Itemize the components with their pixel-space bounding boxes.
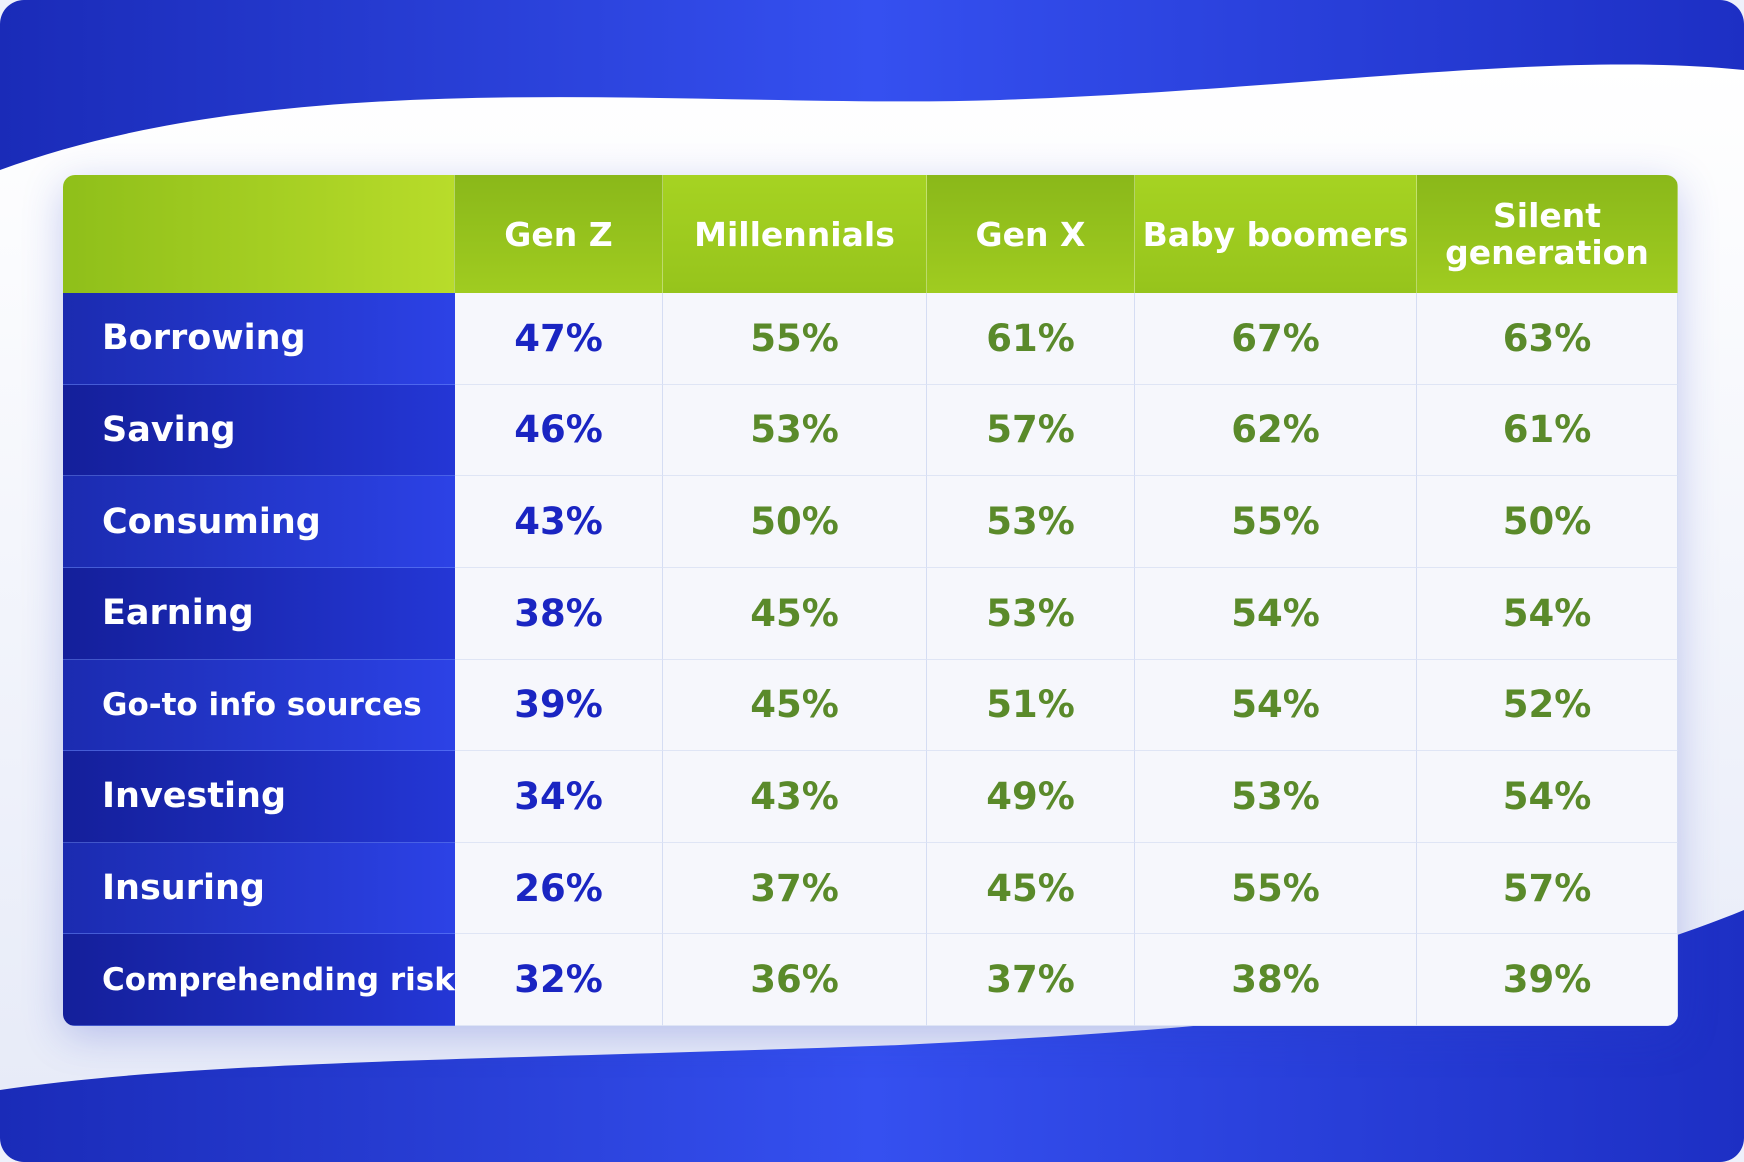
table-cell: 39% bbox=[1417, 934, 1678, 1026]
table-cell: 43% bbox=[663, 751, 927, 843]
table-cell: 47% bbox=[455, 293, 663, 385]
table-cell: 57% bbox=[927, 384, 1135, 477]
table-cell: 63% bbox=[1417, 293, 1678, 385]
table-cell: 37% bbox=[663, 842, 927, 935]
column-header-millennials: Millennials bbox=[663, 175, 927, 293]
table-cell: 67% bbox=[1135, 293, 1417, 385]
table-cell: 54% bbox=[1417, 751, 1678, 843]
row-label: Insuring bbox=[63, 842, 455, 935]
table-cell: 38% bbox=[455, 567, 663, 660]
table-cell: 51% bbox=[927, 659, 1135, 752]
header-corner bbox=[63, 175, 455, 293]
table-cell: 49% bbox=[927, 751, 1135, 843]
table-cell: 45% bbox=[663, 567, 927, 660]
row-label: Saving bbox=[63, 384, 455, 477]
table-cell: 53% bbox=[927, 567, 1135, 660]
table-cell: 57% bbox=[1417, 842, 1678, 935]
table-cell: 53% bbox=[927, 476, 1135, 568]
column-header-gen-x: Gen X bbox=[927, 175, 1135, 293]
table-cell: 52% bbox=[1417, 659, 1678, 752]
table-cell: 53% bbox=[663, 384, 927, 477]
table-cell: 50% bbox=[1417, 476, 1678, 568]
table-cell: 55% bbox=[1135, 842, 1417, 935]
column-header-gen-z: Gen Z bbox=[455, 175, 663, 293]
table-cell: 55% bbox=[1135, 476, 1417, 568]
table-cell: 61% bbox=[927, 293, 1135, 385]
column-header-baby-boomers: Baby boomers bbox=[1135, 175, 1417, 293]
table-cell: 26% bbox=[455, 842, 663, 935]
table-cell: 55% bbox=[663, 293, 927, 385]
row-label: Investing bbox=[63, 751, 455, 843]
table-cell: 54% bbox=[1135, 567, 1417, 660]
table-cell: 45% bbox=[663, 659, 927, 752]
table-cell: 43% bbox=[455, 476, 663, 568]
table-cell: 32% bbox=[455, 934, 663, 1026]
table-cell: 46% bbox=[455, 384, 663, 477]
table-cell: 34% bbox=[455, 751, 663, 843]
row-label: Earning bbox=[63, 567, 455, 660]
row-label: Consuming bbox=[63, 476, 455, 568]
table-cell: 39% bbox=[455, 659, 663, 752]
table-cell: 61% bbox=[1417, 384, 1678, 477]
table-cell: 37% bbox=[927, 934, 1135, 1026]
table-cell: 54% bbox=[1135, 659, 1417, 752]
row-label: Comprehending risk bbox=[63, 934, 455, 1026]
generations-table: Gen Z Millennials Gen X Baby boomers Silent … bbox=[63, 175, 1678, 1026]
table-cell: 38% bbox=[1135, 934, 1417, 1026]
row-label: Borrowing bbox=[63, 293, 455, 385]
table-cell: 36% bbox=[663, 934, 927, 1026]
row-label: Go-to info sources bbox=[63, 659, 455, 752]
table-cell: 54% bbox=[1417, 567, 1678, 660]
table-cell: 62% bbox=[1135, 384, 1417, 477]
column-header-silent-generation: Silent generation bbox=[1417, 175, 1678, 293]
table-cell: 50% bbox=[663, 476, 927, 568]
table-cell: 53% bbox=[1135, 751, 1417, 843]
table-cell: 45% bbox=[927, 842, 1135, 935]
